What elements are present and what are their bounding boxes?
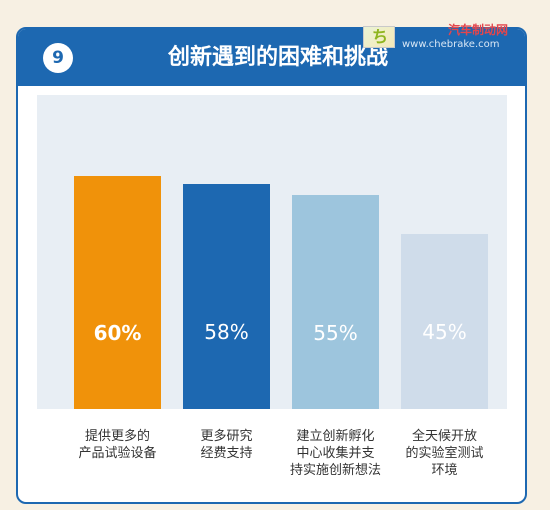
bar-2: 58% — [183, 184, 270, 409]
bar-value-label: 45% — [422, 320, 467, 344]
watermark-url: www.chebrake.com — [402, 39, 500, 50]
bar-value-label: 58% — [204, 320, 249, 344]
chart-title: 创新遇到的困难和挑战 — [167, 45, 388, 70]
category-label: 全天候开放 的实验室测试 环境 — [405, 429, 484, 478]
bar-value-label: 60% — [93, 321, 142, 345]
watermark-site-name: 汽车制动网 — [448, 23, 509, 37]
category-label: 建立创新孵化 中心收集并支 持实施创新想法 — [289, 429, 381, 478]
watermark-logo-icon: ち — [363, 26, 395, 48]
bar-4: 45% — [401, 234, 488, 409]
bar-3: 55% — [292, 195, 379, 409]
category-label: 更多研究 经费支持 — [200, 429, 253, 461]
chart-number-badge: 9 — [43, 43, 73, 73]
bar-value-label: 55% — [313, 321, 358, 345]
chart-card: 9 创新遇到的困难和挑战 60% 58% 55% 45% 提供更多的 产品试验设备 更多… — [16, 27, 527, 504]
chart-header: 9 创新遇到的困难和挑战 — [18, 29, 525, 86]
plot-area: 60% 58% 55% 45% — [37, 95, 507, 409]
bar-1: 60% — [74, 176, 161, 409]
category-label: 提供更多的 产品试验设备 — [78, 429, 157, 461]
